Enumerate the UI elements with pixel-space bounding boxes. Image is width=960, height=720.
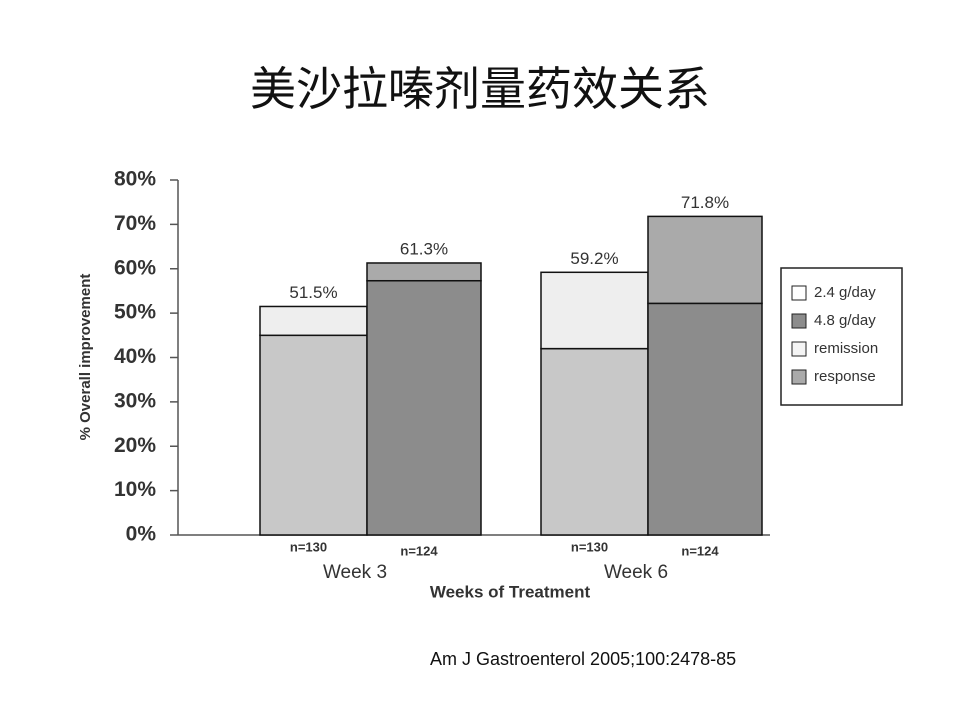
n-label: n=130 — [571, 539, 608, 554]
y-axis-label: % Overall improvement — [77, 274, 94, 441]
bar-segment — [540, 271, 649, 350]
y-tick-label: 50% — [114, 301, 156, 324]
y-tick-label: 70% — [114, 212, 156, 235]
n-label: n=124 — [400, 543, 438, 558]
legend-label: 4.8 g/day — [814, 312, 876, 329]
y-tick-label: 60% — [114, 256, 156, 279]
bar-segment — [647, 215, 763, 305]
legend-swatch — [791, 313, 807, 329]
y-tick-label: 80% — [114, 168, 156, 191]
bar-segment — [259, 305, 368, 337]
legend-swatch — [791, 369, 807, 385]
y-tick-label: 40% — [114, 345, 156, 368]
total-label: 59.2% — [570, 249, 618, 268]
y-tick-label: 30% — [114, 389, 156, 412]
bar-segment — [647, 302, 763, 536]
legend-label: response — [814, 368, 876, 385]
legend-swatch — [791, 285, 807, 301]
total-label: 51.5% — [289, 283, 337, 302]
citation: Am J Gastroenterol 2005;100:2478-85 — [430, 649, 736, 669]
y-tick-label: 10% — [114, 478, 156, 501]
legend-label: remission — [814, 340, 878, 357]
y-tick-label: 20% — [114, 434, 156, 457]
legend-swatch — [791, 341, 807, 357]
bar-segment — [540, 347, 649, 536]
bar-segment — [366, 279, 482, 536]
legend-label: 2.4 g/day — [814, 284, 876, 301]
x-axis-label: Weeks of Treatment — [430, 582, 591, 601]
y-tick-label: 0% — [126, 523, 157, 546]
total-label: 61.3% — [400, 239, 448, 258]
bar-segment — [259, 334, 368, 536]
n-label: n=130 — [290, 539, 327, 554]
x-tick-label: Week 3 — [323, 562, 387, 583]
slide-title: 美沙拉嗪剂量药效关系 — [250, 63, 710, 115]
x-tick-label: Week 6 — [604, 562, 668, 583]
bar-segment — [366, 262, 482, 282]
n-label: n=124 — [681, 543, 719, 558]
total-label: 71.8% — [681, 193, 729, 212]
